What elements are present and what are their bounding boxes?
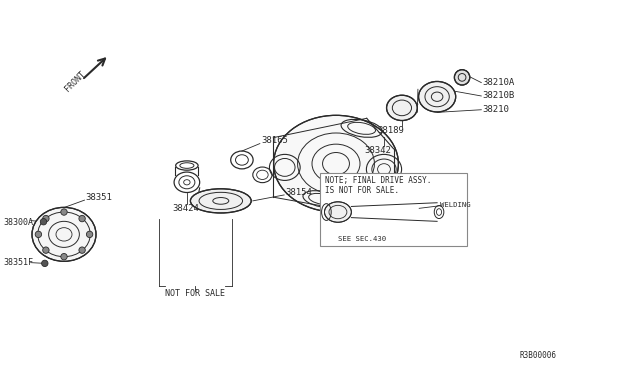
Ellipse shape [191,189,251,213]
Text: FRONT: FRONT [63,69,87,93]
Ellipse shape [387,95,417,121]
Text: 38424: 38424 [173,204,200,213]
Text: 38351: 38351 [86,193,113,202]
Text: WELDING: WELDING [440,202,471,208]
Circle shape [454,70,470,85]
Text: 38351F: 38351F [4,258,34,267]
Circle shape [79,215,85,222]
Text: NOTE; FINAL DRIVE ASSY.: NOTE; FINAL DRIVE ASSY. [325,176,431,185]
Circle shape [61,253,67,260]
Text: 38342: 38342 [365,146,392,155]
Circle shape [79,247,85,253]
Text: 38210: 38210 [483,105,509,114]
Ellipse shape [419,81,456,112]
Circle shape [43,215,49,222]
Text: 38210A: 38210A [483,78,515,87]
Text: 38154: 38154 [285,188,312,197]
Text: IS NOT FOR SALE.: IS NOT FOR SALE. [325,186,399,195]
Bar [320,173,467,246]
Ellipse shape [324,202,351,222]
Text: 38189: 38189 [378,126,404,135]
Circle shape [43,247,49,253]
Circle shape [35,231,42,238]
Text: SEE SEC.430: SEE SEC.430 [338,236,386,242]
Circle shape [40,218,47,225]
Ellipse shape [32,208,96,261]
Text: 38300A: 38300A [4,218,34,227]
Circle shape [61,209,67,215]
Circle shape [86,231,93,238]
Circle shape [42,260,48,267]
Text: 38165: 38165 [261,136,288,145]
Text: NOT FOR SALE: NOT FOR SALE [165,289,225,298]
Text: R3B00006: R3B00006 [520,351,557,360]
Text: 38210B: 38210B [483,92,515,100]
Ellipse shape [274,115,398,212]
